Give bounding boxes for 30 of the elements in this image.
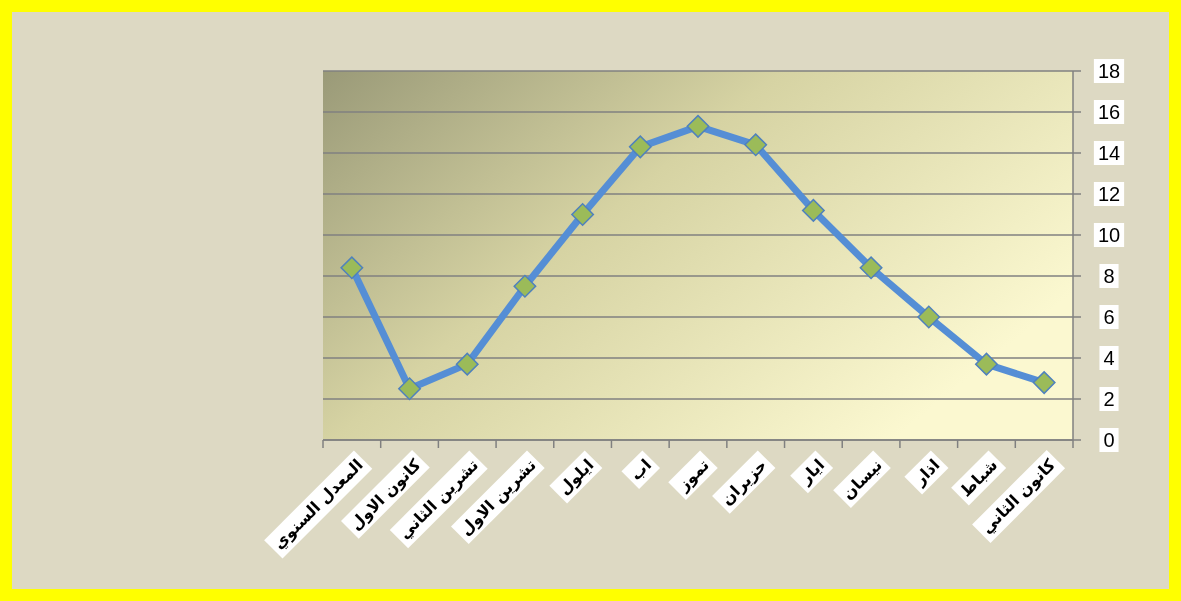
point — [801, 198, 825, 222]
y-tick-label: 18 — [1097, 60, 1121, 82]
point — [974, 352, 998, 376]
y-tick-label: 12 — [1097, 183, 1121, 205]
y-tick-label: 10 — [1097, 224, 1121, 246]
x-tick-label: اب — [626, 455, 656, 485]
y-tick-label: 2 — [1103, 388, 1115, 410]
point — [859, 256, 883, 280]
point — [917, 305, 941, 329]
point — [571, 203, 595, 226]
point — [1032, 371, 1056, 395]
x-tick-label: تموز — [673, 455, 713, 495]
y-tick-label: 8 — [1103, 265, 1115, 287]
y-tick-label: 4 — [1103, 347, 1115, 369]
x-tick-label: ايار — [795, 455, 829, 489]
point — [455, 352, 479, 376]
point — [398, 377, 422, 401]
point — [744, 133, 768, 157]
point — [686, 114, 710, 138]
point — [628, 135, 652, 159]
x-tick-label: نيسان — [838, 455, 886, 504]
point — [340, 256, 364, 280]
x-tick-label: حزيران — [717, 455, 771, 509]
y-tick-label: 0 — [1103, 429, 1115, 451]
x-tick-label: اذار — [909, 455, 944, 490]
y-tick-label: 16 — [1097, 101, 1121, 123]
y-tick-label: 6 — [1103, 306, 1115, 328]
x-tick-label: ايلول — [554, 455, 598, 499]
point — [513, 274, 537, 298]
y-tick-label: 14 — [1097, 142, 1121, 164]
